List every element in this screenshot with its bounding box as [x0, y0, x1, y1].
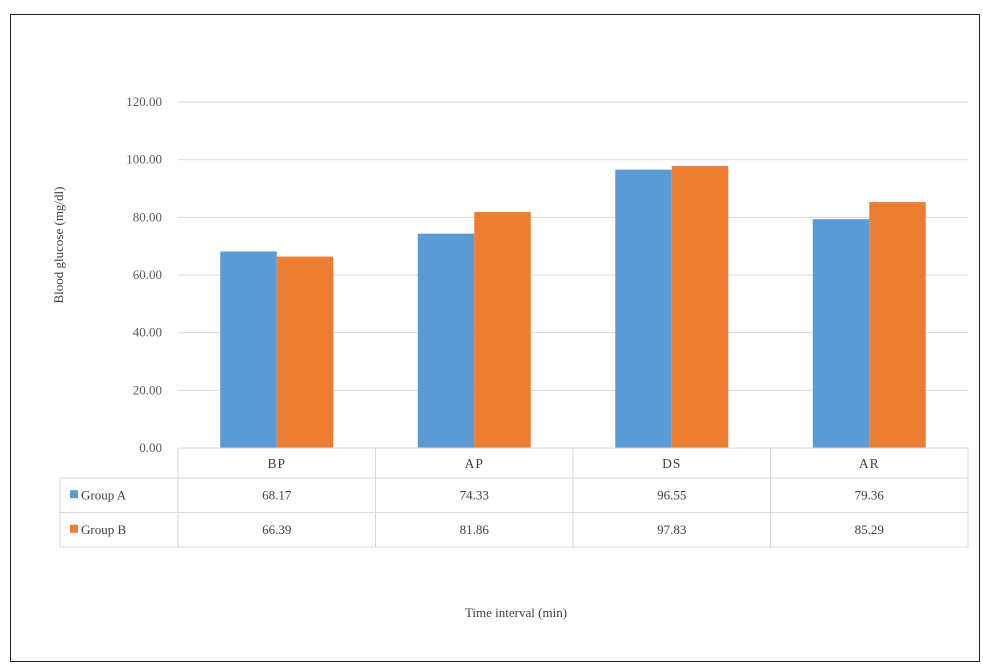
- y-tick-label: 100.00: [126, 152, 162, 167]
- y-tick-label: 40.00: [133, 325, 162, 340]
- bar-group-a-bp: [220, 251, 277, 448]
- data-label: 97.83: [657, 522, 686, 537]
- x-axis-title: Time interval (min): [465, 605, 567, 620]
- data-label: 68.17: [262, 487, 292, 502]
- bar-group-a-ds: [615, 169, 672, 448]
- y-tick-labels: 0.00 20.00 40.00 60.00 80.00 100.00 120.00: [126, 94, 162, 455]
- bar-group-b-bp: [276, 256, 334, 448]
- y-tick-label: 20.00: [133, 382, 162, 397]
- data-label: 66.39: [262, 522, 291, 537]
- bar-group-b-ar: [869, 202, 926, 448]
- data-label: 96.55: [657, 487, 686, 502]
- bar-group-b-ap: [474, 211, 531, 448]
- x-tick-label: AP: [465, 456, 484, 471]
- y-tick-label: 80.00: [133, 209, 162, 224]
- y-tick-label: 0.00: [139, 440, 162, 455]
- y-tick-label: 120.00: [126, 94, 162, 109]
- data-label: 74.33: [460, 487, 489, 502]
- y-tick-label: 60.00: [133, 267, 162, 282]
- data-label: 79.36: [855, 487, 885, 502]
- bars: [220, 165, 926, 448]
- bar-group-a-ar: [812, 219, 870, 448]
- data-label: 81.86: [460, 522, 490, 537]
- data-label: 85.29: [855, 522, 884, 537]
- x-tick-label: BP: [267, 456, 286, 471]
- legend-label: Group A: [81, 487, 127, 502]
- data-table: BP AP DS AR Group A 68.17 74.33 96.55 79.36 Group…: [59, 447, 969, 548]
- legend-swatch: [70, 490, 78, 499]
- legend-label: Group B: [81, 522, 126, 537]
- bar-group-b-ds: [671, 165, 729, 448]
- bar-group-a-ap: [417, 233, 475, 448]
- x-tick-label: AR: [859, 456, 880, 471]
- y-axis-title: Blood glucose (mg/dl): [51, 187, 66, 304]
- legend-swatch: [70, 524, 78, 533]
- x-tick-label: DS: [662, 456, 681, 471]
